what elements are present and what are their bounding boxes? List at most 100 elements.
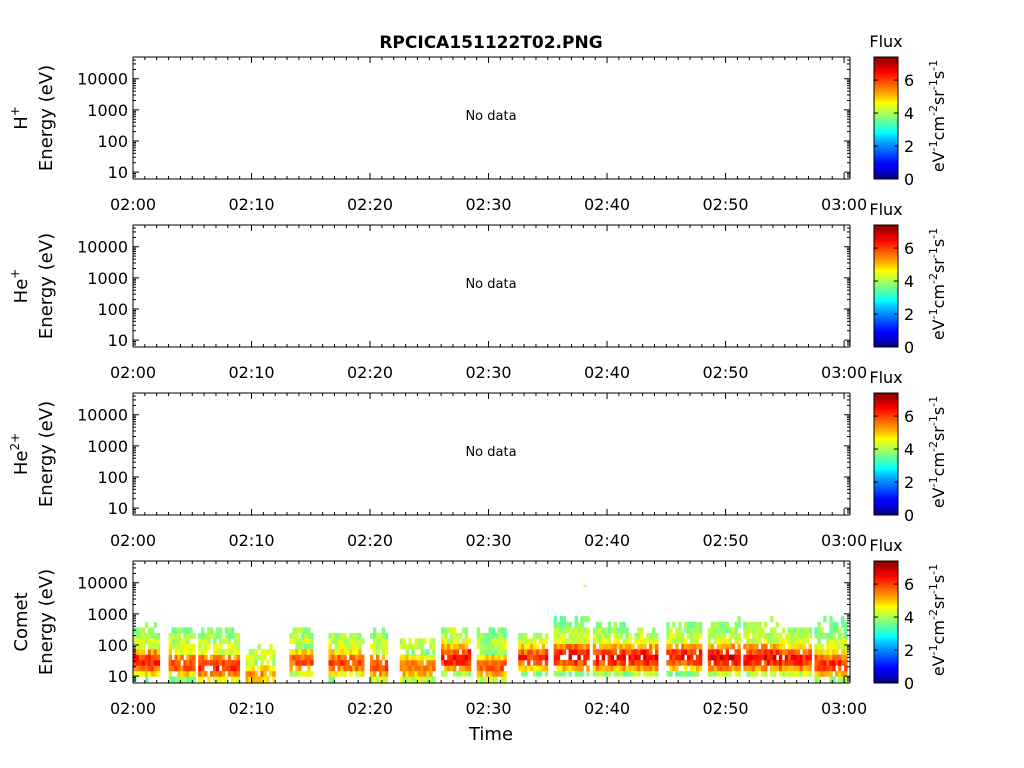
heatmap-cell — [731, 665, 735, 672]
heatmap-cell — [598, 643, 603, 650]
heatmap-cell — [254, 660, 258, 666]
heatmap-cell — [755, 632, 759, 639]
heatmap-cell — [213, 670, 217, 677]
heatmap-cell — [136, 632, 140, 639]
heatmap-cell — [423, 654, 427, 661]
heatmap-cell — [227, 627, 232, 634]
heatmap-cell — [652, 670, 656, 677]
heatmap-cell — [693, 621, 697, 628]
heatmap-cell — [787, 638, 792, 644]
x-tick-label: 03:00 — [821, 195, 867, 214]
heatmap-cell — [331, 632, 335, 639]
heatmap-cell — [198, 638, 202, 644]
heatmap-cell — [500, 665, 504, 672]
heatmap-cell — [749, 643, 753, 650]
heatmap-cell — [497, 660, 501, 666]
unit-exponent: -1 — [927, 247, 940, 258]
heatmap-cell — [213, 632, 217, 639]
heatmap-cell — [649, 670, 653, 677]
heatmap-cell — [595, 665, 600, 672]
heatmap-cell — [790, 632, 795, 639]
heatmap-cell — [376, 638, 380, 644]
heatmap-cell — [337, 660, 341, 666]
heatmap-cell — [204, 632, 208, 639]
heatmap-cell — [675, 649, 679, 655]
burst-9 — [441, 627, 472, 677]
heatmap-cell — [266, 660, 270, 666]
heatmap-cell — [698, 621, 703, 628]
heatmap-cells — [133, 616, 848, 683]
heatmap-cell — [399, 654, 404, 661]
heatmap-cell — [643, 649, 647, 655]
heatmap-cell — [652, 660, 656, 666]
heatmap-cell — [527, 665, 531, 672]
burst-3 — [198, 627, 241, 683]
heatmap-cell — [497, 643, 501, 650]
heatmap-cell — [681, 643, 685, 650]
heatmap-cell — [595, 654, 600, 661]
heatmap-cell — [417, 665, 421, 672]
heatmap-cell — [500, 660, 504, 666]
heatmap-cell — [429, 638, 433, 644]
heatmap-cell — [553, 638, 558, 644]
heatmap-cell — [491, 632, 495, 639]
heatmap-cell — [823, 670, 827, 677]
heatmap-cell — [521, 649, 525, 655]
heatmap-cell — [503, 660, 507, 666]
heatmap-cell — [301, 654, 305, 661]
heatmap-cell — [346, 638, 350, 644]
heatmap-cell — [227, 632, 232, 639]
heatmap-cell — [488, 632, 492, 639]
heatmap-cell — [384, 665, 389, 672]
y-tick-label: 10000 — [77, 238, 128, 257]
heatmap-cell — [248, 676, 252, 683]
heatmap-cell — [734, 670, 738, 677]
heatmap-cell — [637, 660, 641, 666]
heatmap-cell — [432, 676, 436, 683]
heatmap-cell — [227, 638, 232, 644]
heatmap-cell — [266, 649, 270, 655]
heatmap-cell — [796, 660, 801, 666]
heatmap-cell — [640, 665, 644, 672]
heatmap-cell — [230, 632, 235, 639]
heatmap-cell — [698, 632, 703, 639]
heatmap-cell — [447, 654, 451, 661]
heatmap-cell — [538, 654, 543, 661]
heatmap-cell — [150, 632, 155, 639]
heatmap-cell — [749, 621, 753, 628]
heatmap-cell — [482, 665, 486, 672]
burst-18 — [778, 627, 812, 677]
heatmap-cell — [838, 627, 842, 634]
heatmap-cell — [844, 638, 848, 644]
heatmap-cell — [269, 649, 273, 655]
heatmap-cell — [749, 654, 753, 661]
heatmap-cell — [213, 638, 217, 644]
heatmap-cell — [310, 649, 314, 655]
heatmap-cell — [272, 660, 276, 666]
heatmap-cell — [784, 638, 789, 644]
heatmap-cell — [420, 649, 424, 655]
heatmap-cell — [150, 643, 155, 650]
heatmap-cell — [453, 627, 457, 634]
heatmap-cell — [216, 665, 220, 672]
heatmap-cell — [755, 643, 759, 650]
heatmap-cell — [675, 638, 679, 644]
heatmap-cell — [524, 654, 528, 661]
heatmap-cell — [778, 632, 783, 639]
heatmap-cell — [559, 632, 563, 639]
heatmap-cell — [201, 643, 205, 650]
heatmap-cell — [144, 638, 149, 644]
heatmap-cell — [793, 670, 798, 677]
heatmap-cell — [805, 627, 809, 634]
energy-axis-label: Energy (eV) — [36, 233, 57, 339]
heatmap-cell — [328, 654, 332, 661]
heatmap-cell — [174, 676, 178, 683]
heatmap-cell — [805, 632, 809, 639]
heatmap-cell — [455, 638, 460, 644]
unit-base: sr — [929, 90, 948, 105]
heatmap-cell — [601, 649, 606, 655]
heatmap-cell — [150, 649, 155, 655]
heatmap-cell — [790, 660, 795, 666]
heatmap-cell — [719, 654, 723, 661]
heatmap-cell — [153, 670, 158, 677]
